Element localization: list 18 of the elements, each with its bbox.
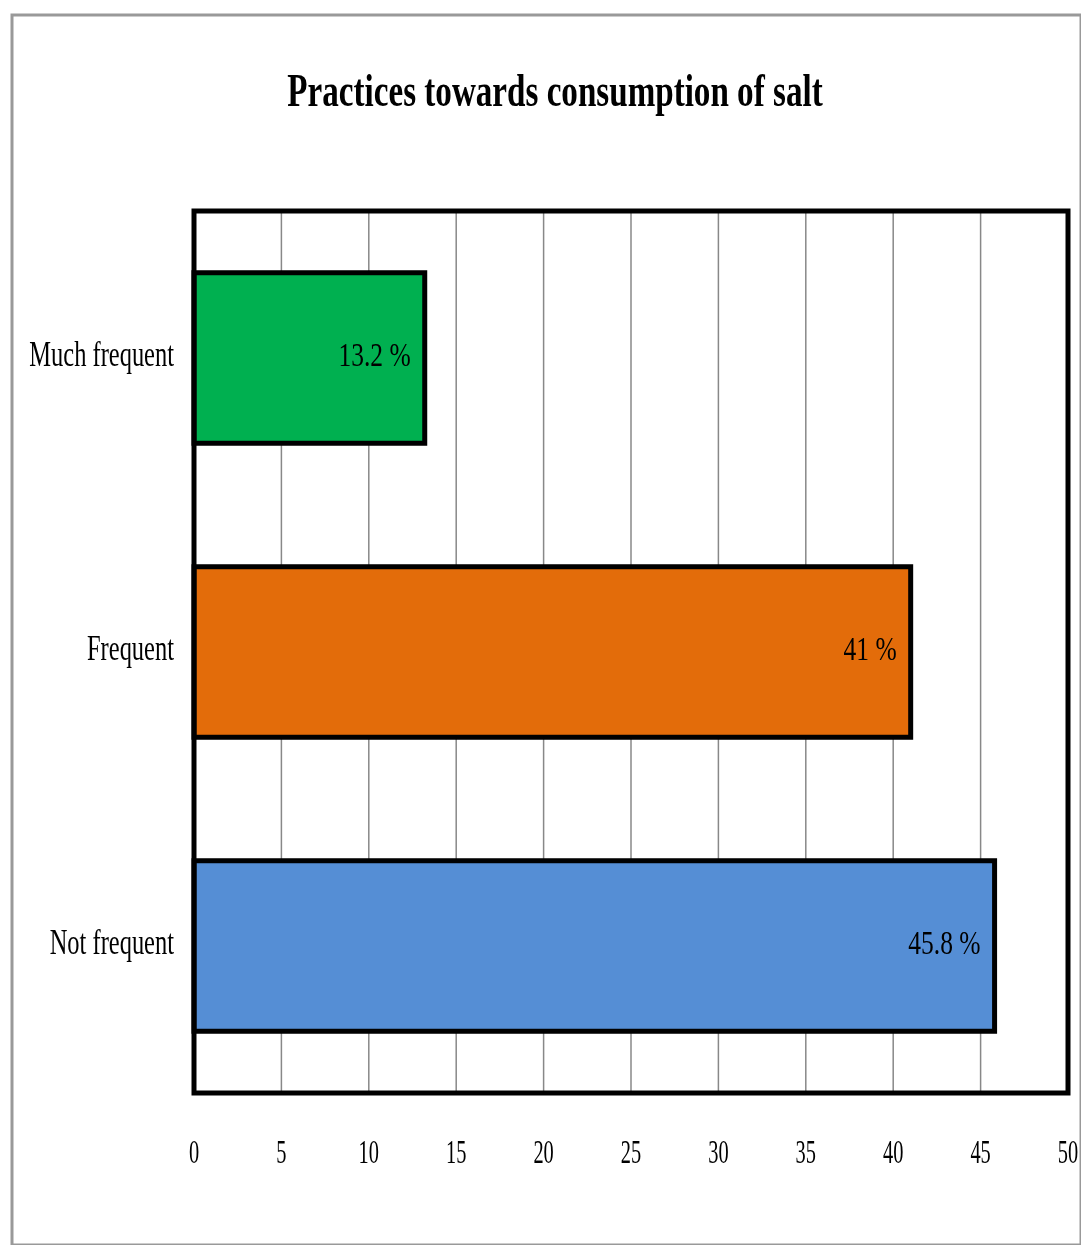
data-label: 13.2 % — [338, 335, 411, 374]
x-tick-label: 40 — [883, 1132, 904, 1171]
data-label: 41 % — [843, 629, 897, 668]
data-label: 45.8 % — [908, 923, 981, 962]
x-tick-label: 15 — [446, 1132, 467, 1171]
x-tick-label: 20 — [533, 1132, 554, 1171]
x-tick-label: 35 — [795, 1132, 816, 1171]
y-tick-label: Much frequent — [29, 334, 175, 375]
x-tick-label: 10 — [358, 1132, 379, 1171]
x-tick-label: 30 — [708, 1132, 729, 1171]
x-tick-label: 0 — [188, 1132, 200, 1171]
y-tick-label: Frequent — [87, 628, 175, 669]
chart-title: Practices towards consumption of salt — [287, 64, 824, 116]
y-tick-label: Not frequent — [49, 922, 175, 963]
x-tick-label: 25 — [620, 1132, 642, 1171]
x-tick-label: 45 — [970, 1132, 991, 1171]
x-tick-label: 50 — [1057, 1132, 1079, 1171]
x-tick-label: 5 — [276, 1132, 287, 1171]
